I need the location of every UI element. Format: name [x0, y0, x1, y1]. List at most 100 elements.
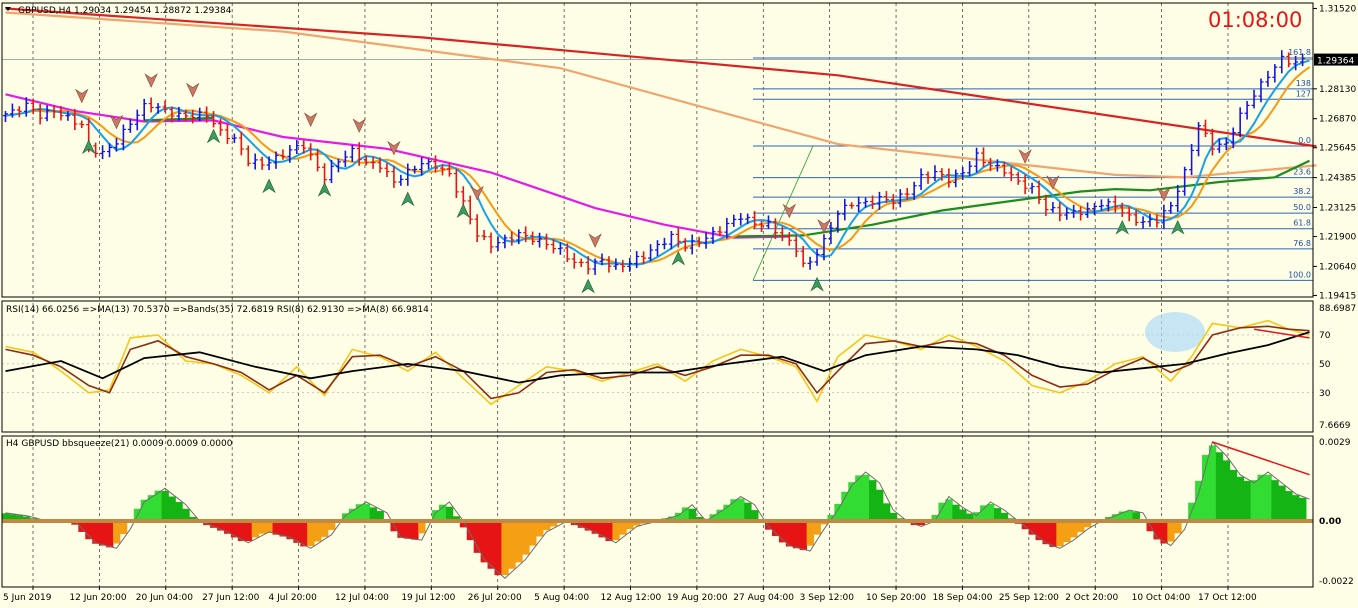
time-tick-label: 12 Jul 04:00 — [335, 593, 389, 603]
squeeze-bar — [584, 521, 593, 531]
squeeze-bar — [1028, 521, 1036, 535]
squeeze-bar — [973, 512, 981, 522]
squeeze-bar — [543, 521, 551, 531]
squeeze-bar — [265, 521, 273, 533]
price-tick-label: 1.31520 — [1319, 4, 1356, 14]
squeeze-bar — [189, 516, 197, 522]
squeeze-bar — [203, 521, 211, 526]
time-tick-label: 19 Jul 12:00 — [401, 593, 455, 603]
squeeze-bar — [945, 499, 953, 522]
squeeze-bar — [723, 504, 731, 522]
squeeze-bar — [230, 521, 239, 538]
squeeze-bar — [633, 521, 641, 526]
squeeze-bar — [459, 521, 468, 528]
buy-arrow-icon — [1115, 220, 1129, 235]
squeeze-bar — [612, 521, 620, 541]
squeeze-bar — [1222, 460, 1231, 522]
squeeze-bar — [1111, 514, 1120, 522]
chart-menu-triangle-icon[interactable] — [5, 7, 11, 11]
price-tick-label: 1.24385 — [1319, 174, 1356, 184]
squeeze-bar — [716, 509, 724, 522]
squeeze-bar — [917, 521, 925, 526]
squeeze-bar — [1160, 521, 1168, 544]
squeeze-bar — [1104, 516, 1113, 522]
sell-arrow-icon — [387, 140, 401, 156]
sell-arrow-icon — [1046, 175, 1060, 190]
sell-arrow-icon — [1157, 187, 1171, 202]
squeeze-bar — [549, 521, 558, 527]
squeeze-bar — [882, 503, 891, 522]
squeeze-bar — [494, 521, 502, 576]
buy-arrow-icon — [262, 178, 276, 194]
squeeze-bar — [959, 509, 967, 522]
squeeze-bar — [848, 482, 856, 522]
price-axis: 1.31520 1.28130 1.26870 1.25645 1.24385 1.231… — [1313, 4, 1358, 587]
buy-arrow-icon — [401, 191, 415, 207]
squeeze-bar — [792, 521, 801, 549]
squeeze-bar — [487, 521, 495, 569]
fast-moving-average-line — [5, 66, 1311, 266]
squeeze-bar — [1271, 480, 1279, 522]
squeeze-bar — [355, 504, 364, 522]
squeeze-bar — [210, 521, 218, 528]
time-tick-label: 27 Jun 12:00 — [202, 593, 259, 603]
fib-level-label: 23.6 — [1293, 168, 1311, 177]
squeeze-bar — [681, 507, 690, 522]
squeeze-bar — [709, 514, 717, 522]
squeeze-bar — [376, 511, 384, 522]
squeeze-bar — [272, 521, 280, 535]
squeeze-bar — [827, 514, 835, 522]
time-tick-label: 3 Sep 12:00 — [800, 593, 855, 603]
fib-level-label: 100.0 — [1288, 270, 1311, 279]
sell-arrow-icon — [470, 185, 484, 201]
squeeze-bar — [293, 521, 301, 543]
time-tick-label: 10 Oct 04:00 — [1132, 593, 1191, 603]
sell-arrow-icon — [782, 203, 797, 219]
signal-arrows — [75, 73, 1185, 294]
squeeze-bar — [591, 521, 599, 534]
squeeze-bar — [1195, 480, 1203, 522]
squeeze-bar — [1257, 474, 1265, 522]
time-tick-label: 4 Jul 20:00 — [269, 593, 318, 603]
pane-frame — [1, 2, 1314, 298]
squeeze-bar — [1236, 476, 1245, 522]
sell-arrow-icon — [144, 73, 158, 88]
time-tick-label: 5 Aug 04:00 — [534, 593, 589, 603]
squeeze-bar — [862, 474, 870, 522]
squeeze-bar — [85, 521, 93, 540]
squeeze-bar — [244, 521, 253, 542]
squeeze-bar — [1229, 469, 1238, 522]
sell-arrow-icon — [352, 118, 366, 133]
squeeze-bar — [1167, 521, 1175, 542]
squeeze-bar — [445, 506, 454, 522]
squeeze-bar — [605, 521, 613, 542]
time-tick-label: 2 Oct 20:00 — [1065, 593, 1118, 603]
squeeze-trend-line — [1212, 441, 1310, 476]
fib-level-label: 50.0 — [1293, 203, 1311, 212]
pane-frame — [1, 435, 1314, 588]
squeeze-bar — [106, 521, 114, 548]
squeeze-bar — [744, 502, 752, 522]
rsi-tick-label: 7.6669 — [1319, 421, 1351, 431]
squeeze-bar — [522, 521, 530, 555]
price-tick-label: 1.19415 — [1319, 291, 1356, 301]
squeeze-bar — [328, 521, 336, 530]
time-tick-label: 25 Sep 12:00 — [999, 593, 1059, 603]
squeeze-bar — [765, 521, 773, 530]
squeeze-bar — [258, 521, 266, 534]
buy-arrow-icon — [581, 278, 595, 294]
squeeze-bar — [22, 516, 31, 522]
squeeze-bar — [813, 521, 821, 535]
last-price-label: 1.29364 — [1317, 57, 1354, 67]
squeeze-bar — [119, 521, 128, 534]
fib-level-label: 138 — [1296, 79, 1311, 88]
squeeze-bar — [1132, 512, 1140, 522]
squeeze-tick-label: -0.0022 — [1319, 577, 1354, 587]
rsi-pane[interactable] — [2, 312, 1313, 406]
moving-average-line — [5, 7, 1317, 148]
squeeze-bar — [1208, 445, 1217, 522]
bbsqueeze-pane[interactable] — [2, 441, 1313, 579]
squeeze-bar — [300, 521, 308, 547]
